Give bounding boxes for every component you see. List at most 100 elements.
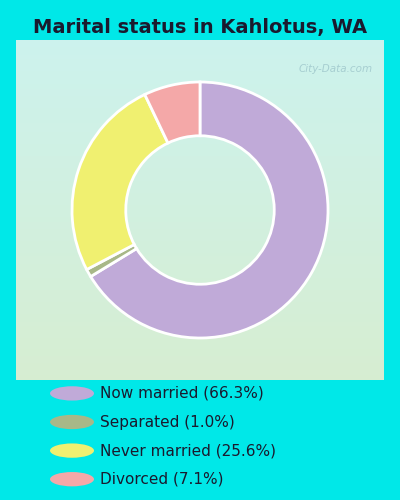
Bar: [16, 242, 384, 244]
Text: Separated (1.0%): Separated (1.0%): [100, 414, 235, 430]
Bar: [16, 178, 384, 180]
Bar: [16, 217, 384, 218]
Bar: [16, 305, 384, 307]
Bar: [16, 261, 384, 262]
Bar: [16, 328, 384, 329]
Bar: [16, 334, 384, 336]
Bar: [16, 174, 384, 176]
Bar: [16, 108, 384, 110]
Bar: [16, 67, 384, 69]
Bar: [16, 298, 384, 300]
Text: Now married (66.3%): Now married (66.3%): [100, 386, 264, 401]
Bar: [16, 262, 384, 264]
Bar: [16, 208, 384, 210]
Bar: [16, 251, 384, 252]
Bar: [16, 376, 384, 378]
Bar: [16, 224, 384, 226]
Circle shape: [50, 472, 94, 486]
Bar: [16, 113, 384, 115]
Bar: [16, 273, 384, 274]
Bar: [16, 354, 384, 356]
Bar: [16, 244, 384, 246]
Bar: [16, 122, 384, 124]
Bar: [16, 200, 384, 202]
Bar: [16, 66, 384, 67]
Bar: [16, 372, 384, 373]
Text: City-Data.com: City-Data.com: [299, 64, 373, 74]
Bar: [16, 96, 384, 98]
Bar: [16, 296, 384, 298]
Bar: [16, 254, 384, 256]
Bar: [16, 116, 384, 118]
Bar: [16, 92, 384, 94]
Bar: [16, 138, 384, 140]
Bar: [16, 292, 384, 294]
Bar: [16, 183, 384, 184]
Bar: [16, 160, 384, 162]
Bar: [16, 132, 384, 134]
Bar: [16, 154, 384, 156]
Bar: [16, 137, 384, 138]
Bar: [16, 274, 384, 276]
Bar: [16, 320, 384, 322]
Bar: [16, 268, 384, 270]
Bar: [16, 316, 384, 317]
Bar: [16, 294, 384, 295]
Bar: [16, 278, 384, 280]
Bar: [16, 264, 384, 266]
Bar: [16, 239, 384, 240]
Bar: [16, 230, 384, 232]
Bar: [16, 64, 384, 66]
Bar: [16, 124, 384, 125]
Bar: [16, 304, 384, 305]
Bar: [16, 169, 384, 171]
Bar: [16, 322, 384, 324]
Bar: [16, 158, 384, 159]
Bar: [16, 266, 384, 268]
Bar: [16, 103, 384, 104]
Bar: [16, 54, 384, 56]
Bar: [16, 358, 384, 360]
Wedge shape: [145, 82, 200, 143]
Bar: [16, 184, 384, 186]
Bar: [16, 271, 384, 273]
Bar: [16, 150, 384, 152]
Bar: [16, 353, 384, 354]
Bar: [16, 45, 384, 47]
Bar: [16, 288, 384, 290]
Bar: [16, 330, 384, 332]
Bar: [16, 378, 384, 380]
Bar: [16, 74, 384, 76]
Bar: [16, 360, 384, 362]
Bar: [16, 356, 384, 358]
Bar: [16, 120, 384, 122]
Bar: [16, 212, 384, 214]
Bar: [16, 130, 384, 132]
Bar: [16, 164, 384, 166]
Circle shape: [50, 444, 94, 458]
Bar: [16, 42, 384, 43]
Bar: [16, 218, 384, 220]
Bar: [16, 134, 384, 135]
Bar: [16, 237, 384, 239]
Bar: [16, 283, 384, 285]
Bar: [16, 166, 384, 168]
Bar: [16, 79, 384, 81]
Bar: [16, 110, 384, 112]
Bar: [16, 57, 384, 58]
Bar: [16, 342, 384, 344]
Bar: [16, 286, 384, 288]
Bar: [16, 171, 384, 172]
Bar: [16, 240, 384, 242]
Bar: [16, 144, 384, 146]
Bar: [16, 94, 384, 96]
Bar: [16, 226, 384, 227]
Bar: [16, 149, 384, 150]
Bar: [16, 260, 384, 261]
Bar: [16, 84, 384, 86]
Bar: [16, 190, 384, 192]
Bar: [16, 362, 384, 363]
Bar: [16, 198, 384, 200]
Bar: [16, 162, 384, 164]
Bar: [16, 307, 384, 308]
